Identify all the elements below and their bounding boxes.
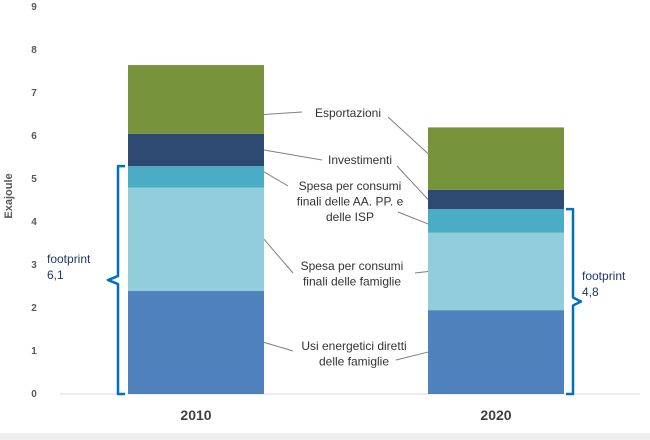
y-tick-8: 8 xyxy=(31,45,37,56)
bar-2010-esportazioni xyxy=(128,65,264,134)
bar-2010-investimenti xyxy=(128,133,264,167)
y-tick-1: 1 xyxy=(31,346,37,357)
bars xyxy=(128,65,564,394)
footprint-label-2010: footprint 6,1 xyxy=(47,252,91,282)
annotation-esportazioni: Esportazioni xyxy=(315,106,381,120)
y-tick-0: 0 xyxy=(31,389,37,400)
leader-famiglie-2010 xyxy=(263,238,294,274)
bar-2020-investimenti xyxy=(428,189,564,210)
leader-investimenti-2020 xyxy=(396,165,429,200)
leader-esportazioni-2020 xyxy=(387,116,429,154)
bottom-band xyxy=(0,433,650,440)
footprint-label-2020: footprint 4,8 xyxy=(582,269,626,299)
y-tick-6: 6 xyxy=(31,131,37,142)
annotation-investimenti: Investimenti xyxy=(328,153,392,167)
annotation-diretti: Usi energetici diretti delle famiglie xyxy=(301,339,406,369)
leader-diretti-2020 xyxy=(395,351,429,361)
footprint-bracket-2010 xyxy=(106,164,125,396)
y-tick-9: 9 xyxy=(31,2,37,13)
footprint-bracket-2020 xyxy=(566,207,583,396)
leader-aapp-2010 xyxy=(263,171,289,187)
y-axis-label: Exajoule xyxy=(3,173,15,218)
bar-2010-spesa-per-consumi-finali-delle-aa-pp-e-delle-isp xyxy=(128,166,264,188)
bar-2020-spesa-per-consumi-finali-delle-famiglie xyxy=(428,232,564,311)
annotation-leader-lines xyxy=(263,111,429,361)
bar-2020-esportazioni xyxy=(428,127,564,190)
y-tick-7: 7 xyxy=(31,88,37,99)
segment-annotations: Esportazioni Investimenti Spesa per consum… xyxy=(297,106,407,369)
leader-diretti-2010 xyxy=(263,341,294,352)
category-label-2020: 2020 xyxy=(480,407,511,423)
leader-investimenti-2010 xyxy=(263,149,323,161)
y-tick-labels: 0 1 2 3 4 5 6 7 8 9 xyxy=(31,2,37,400)
y-tick-3: 3 xyxy=(31,260,37,271)
footprint-brackets: footprint 6,1 footprint 4,8 xyxy=(47,164,626,396)
y-tick-2: 2 xyxy=(31,303,37,314)
leader-esportazioni-2010 xyxy=(263,111,303,115)
category-label-2010: 2010 xyxy=(180,407,211,423)
bar-2010-usi-energetici-diretti-delle-famiglie xyxy=(128,290,264,394)
leader-famiglie-2020 xyxy=(414,270,429,274)
leader-aapp-2020 xyxy=(397,211,429,225)
y-tick-4: 4 xyxy=(31,217,37,228)
annotation-famiglie: Spesa per consumi finali delle famiglie xyxy=(301,259,404,289)
bar-2020-usi-energetici-diretti-delle-famiglie xyxy=(428,310,564,394)
y-tick-5: 5 xyxy=(31,174,37,185)
bar-2010-spesa-per-consumi-finali-delle-famiglie xyxy=(128,187,264,291)
bar-2020-spesa-per-consumi-finali-delle-aa-pp-e-delle-isp xyxy=(428,209,564,233)
category-labels: 2010 2020 xyxy=(180,407,511,423)
